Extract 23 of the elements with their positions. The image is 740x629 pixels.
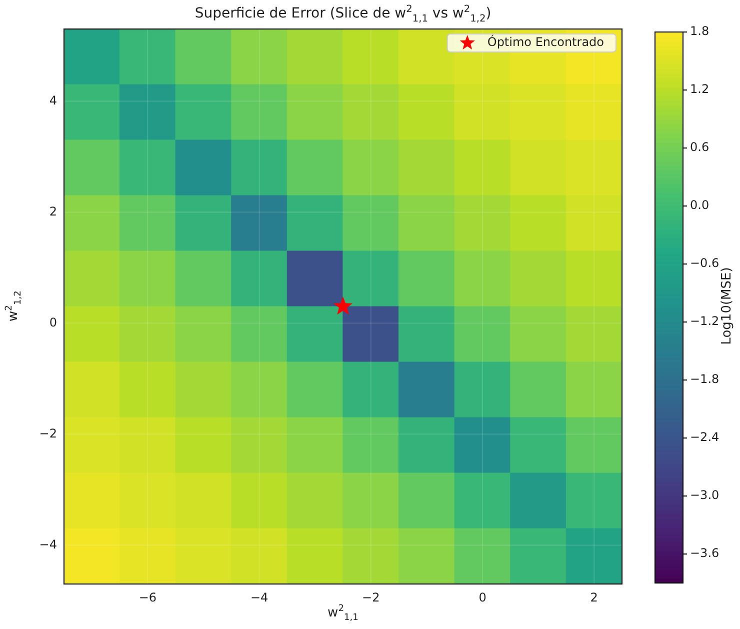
color-bar-label: 1.2 (690, 82, 710, 96)
color-bar-label: 0.6 (690, 140, 710, 154)
color-bar-label: −0.6 (690, 256, 720, 270)
x-tick-label: −2 (362, 590, 380, 604)
color-bar-label: −3.0 (690, 488, 720, 502)
color-bar-label: −2.4 (690, 430, 720, 444)
y-tick-label: 4 (49, 93, 57, 108)
y-tick-label: −4 (39, 537, 57, 552)
x-tick-label: 2 (590, 590, 598, 604)
y-tick-label: 0 (49, 315, 57, 330)
color-bar-label: 1.8 (690, 24, 710, 38)
color-bar-label: 0.0 (690, 198, 710, 212)
legend-label: Óptimo Encontrado (487, 34, 604, 50)
y-tick-label: −2 (39, 426, 57, 440)
color-bar-label: −1.2 (690, 314, 720, 328)
y-tick-label: 2 (49, 204, 57, 218)
color-bar-label: −3.6 (690, 546, 720, 560)
color-bar-label: −1.8 (690, 372, 720, 386)
chart-title: Superficie de Error (Slice de w$^{2}$$_{1,1}$ vs w$^{2}$$_{1,2}$) (194, 4, 492, 24)
x-tick-label: −6 (138, 590, 157, 604)
x-tick-label: 0 (478, 590, 486, 604)
x-tick-label: −4 (250, 590, 268, 604)
color-bar-title: Log10(MSE) (720, 267, 734, 345)
